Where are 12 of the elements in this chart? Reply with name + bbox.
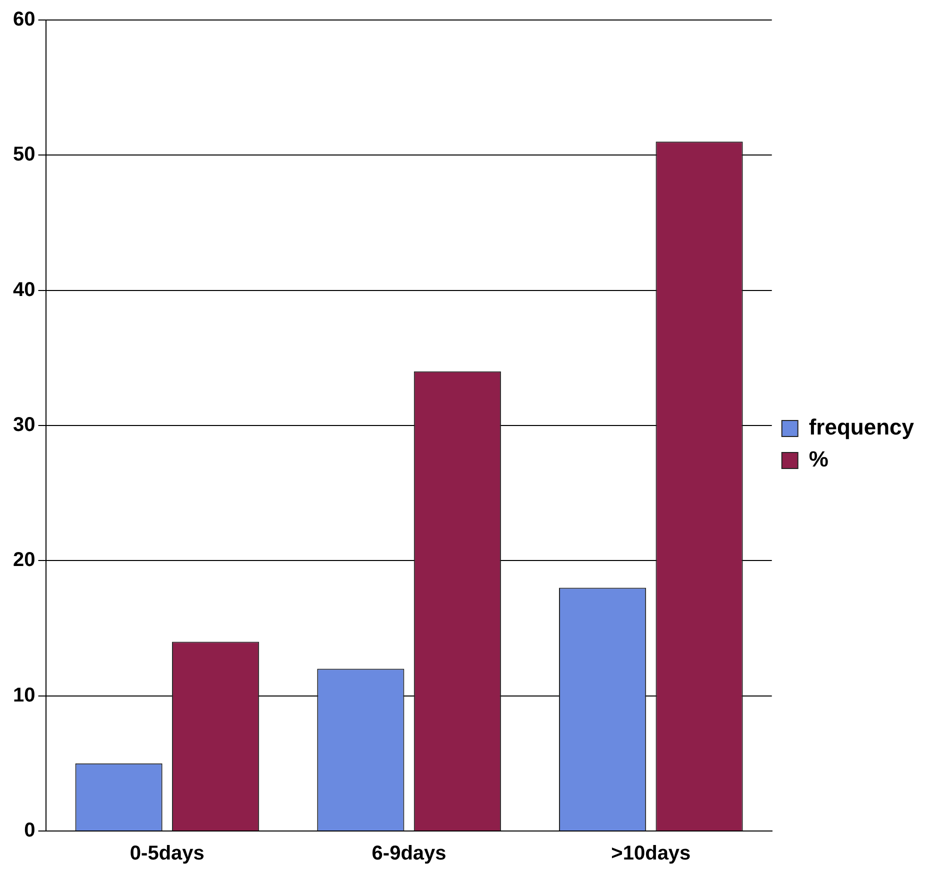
y-tick-label: 40	[12, 278, 36, 301]
legend-label: %	[808, 446, 828, 472]
x-tick-label: 0-5days	[130, 842, 204, 865]
legend-label: frequency	[808, 414, 915, 440]
x-tick-label: 6-9days	[372, 842, 446, 865]
y-tick-label: 10	[12, 684, 36, 706]
y-tick-label: 30	[12, 414, 36, 436]
y-tick-label: 50	[12, 144, 36, 166]
x-tick-label: >10days	[611, 842, 691, 865]
y-tick-label: 0	[24, 820, 36, 842]
y-tick-label: 20	[12, 549, 36, 572]
y-tick-label: 60	[12, 8, 36, 31]
